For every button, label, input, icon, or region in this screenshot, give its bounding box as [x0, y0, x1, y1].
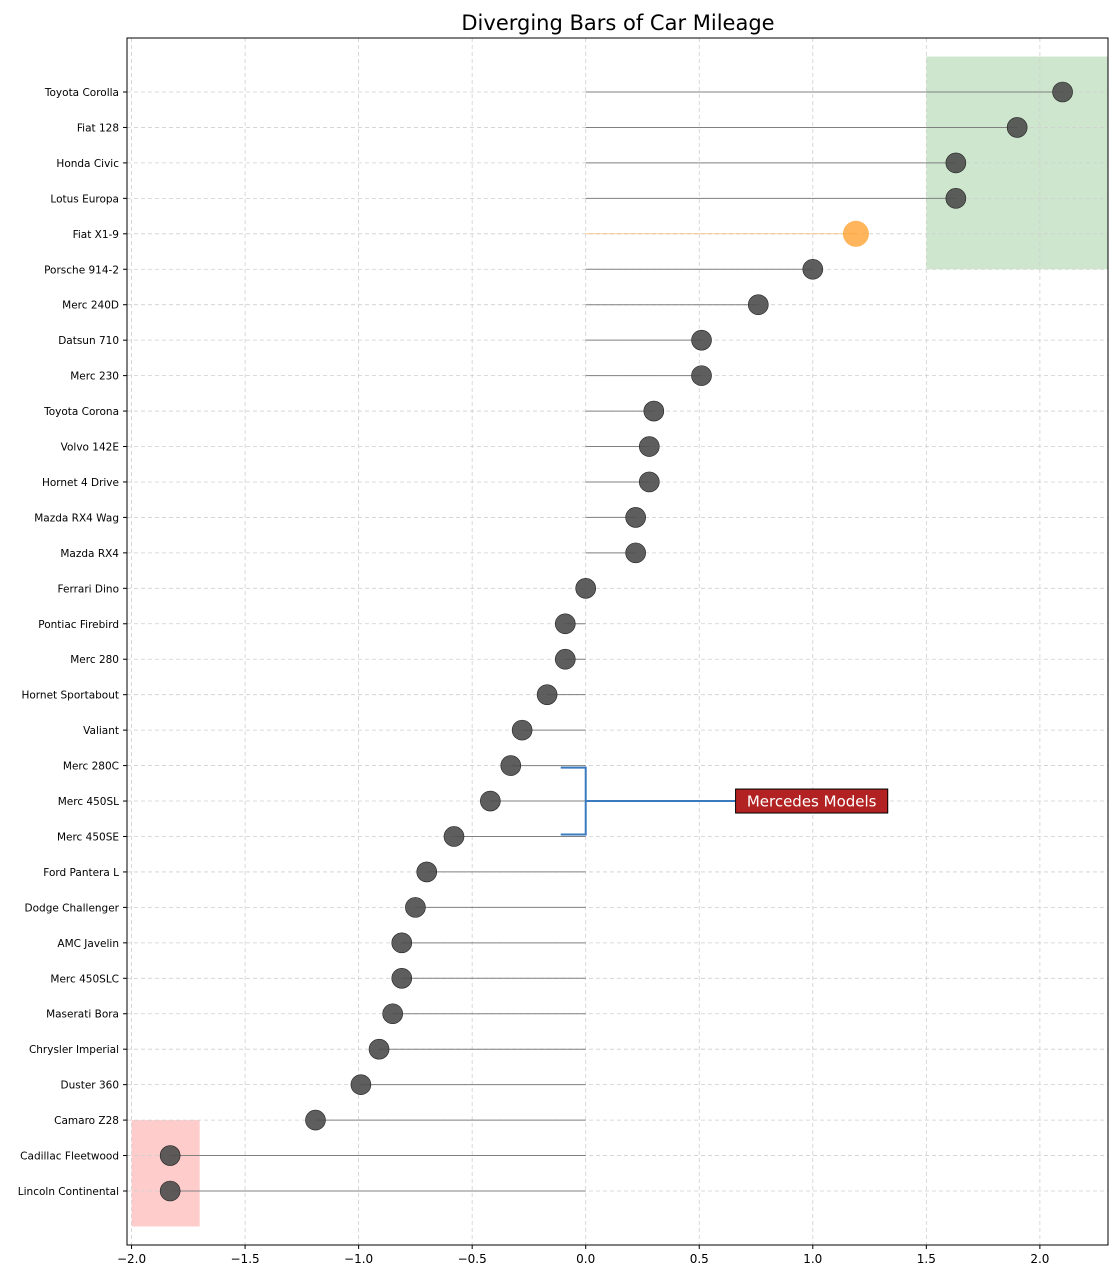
mercedes-annotation: Mercedes Models	[560, 766, 889, 836]
y-tick-label: Merc 450SE	[57, 831, 119, 843]
x-tick-label: −2.0	[117, 1252, 146, 1266]
data-point	[511, 719, 533, 741]
data-point	[1052, 81, 1073, 103]
data-point	[500, 755, 522, 776]
y-tick-label: Fiat 128	[77, 122, 119, 134]
x-axis-ticks: −2.0 −1.5 −1.0 −0.5 0.0 0.5 1.0 1.5 2.0	[117, 1245, 1049, 1266]
x-tick-label: 1.5	[917, 1252, 936, 1266]
data-points	[159, 81, 1073, 1202]
y-tick-label: Hornet 4 Drive	[42, 477, 119, 489]
data-point	[305, 1109, 326, 1131]
y-tick-label: Dodge Challenger	[25, 902, 120, 914]
data-point	[575, 578, 597, 599]
x-tick-label: −1.0	[344, 1252, 373, 1266]
y-tick-label: Toyota Corona	[43, 406, 119, 418]
data-point	[945, 152, 967, 174]
x-tick-label: 0.0	[576, 1252, 595, 1266]
y-tick-label: Camaro Z28	[54, 1115, 119, 1127]
y-tick-label: Maserati Bora	[46, 1009, 119, 1021]
data-point	[391, 967, 413, 989]
x-tick-label: −1.5	[231, 1252, 260, 1266]
y-tick-label: Mazda RX4 Wag	[34, 512, 119, 524]
data-point	[691, 365, 712, 386]
y-tick-label: Merc 280C	[63, 761, 119, 773]
y-tick-label: Toyota Corolla	[44, 87, 119, 99]
data-point	[638, 471, 660, 493]
data-point	[350, 1074, 372, 1095]
data-point	[802, 258, 824, 280]
y-tick-label: Cadillac Fleetwood	[20, 1151, 119, 1163]
y-tick-label: Ferrari Dino	[58, 583, 119, 595]
data-point	[691, 329, 712, 351]
data-point	[159, 1180, 181, 1202]
data-point	[638, 436, 660, 457]
data-point	[625, 542, 646, 564]
x-tick-label: −0.5	[458, 1252, 487, 1266]
data-point	[368, 1038, 390, 1060]
y-tick-label: Honda Civic	[56, 158, 119, 170]
data-point	[554, 648, 576, 670]
y-axis-ticks: Lincoln Continental Cadillac Fleetwood Cam…	[18, 87, 127, 1198]
y-tick-label: Porsche 914-2	[44, 264, 119, 276]
data-point	[945, 188, 967, 209]
x-tick-label: 2.0	[1030, 1252, 1049, 1266]
y-tick-label: Lotus Europa	[50, 193, 119, 205]
y-tick-label: Pontiac Firebird	[38, 619, 119, 631]
highlight-regions	[131, 56, 1108, 1227]
data-point	[159, 1145, 181, 1166]
y-tick-label: Volvo 142E	[61, 442, 119, 454]
y-tick-label: Merc 450SLC	[50, 973, 119, 985]
data-point	[405, 897, 426, 918]
data-point	[416, 861, 438, 883]
region-bottom	[131, 1120, 200, 1227]
y-tick-label: Ford Pantera L	[43, 867, 119, 879]
plot-frame	[126, 37, 1109, 1246]
y-tick-label: Lincoln Continental	[18, 1186, 119, 1198]
annotation-label: Mercedes Models	[747, 793, 877, 811]
data-point	[554, 613, 576, 635]
y-tick-label: Duster 360	[61, 1080, 119, 1092]
data-point	[842, 220, 869, 247]
x-tick-label: 1.0	[803, 1252, 822, 1266]
data-point	[443, 826, 465, 847]
chart-title: Diverging Bars of Car Mileage	[461, 11, 774, 35]
y-tick-label: Chrysler Imperial	[29, 1044, 119, 1056]
y-tick-label: Hornet Sportabout	[21, 690, 119, 702]
data-point	[536, 684, 558, 705]
data-point	[382, 1003, 403, 1025]
annotation-box	[735, 788, 889, 814]
y-tick-label: Valiant	[83, 725, 119, 737]
data-point	[1006, 117, 1028, 138]
stem-lines	[170, 91, 1063, 1192]
y-tick-label: Merc 450SL	[58, 796, 119, 808]
data-point	[480, 790, 501, 812]
bracket	[560, 766, 587, 836]
data-point	[747, 294, 769, 316]
y-tick-label: Merc 240D	[62, 300, 119, 312]
y-tick-label: AMC Javelin	[57, 938, 119, 950]
data-point	[625, 507, 646, 528]
x-tick-label: 0.5	[690, 1252, 709, 1266]
y-tick-label: Merc 230	[70, 371, 119, 383]
y-tick-label: Mazda RX4	[60, 548, 119, 560]
y-tick-label: Merc 280	[70, 654, 119, 666]
data-point	[643, 400, 665, 422]
y-tick-label: Datsun 710	[58, 335, 119, 347]
y-tick-label: Fiat X1-9	[73, 229, 119, 241]
data-point	[391, 932, 413, 954]
